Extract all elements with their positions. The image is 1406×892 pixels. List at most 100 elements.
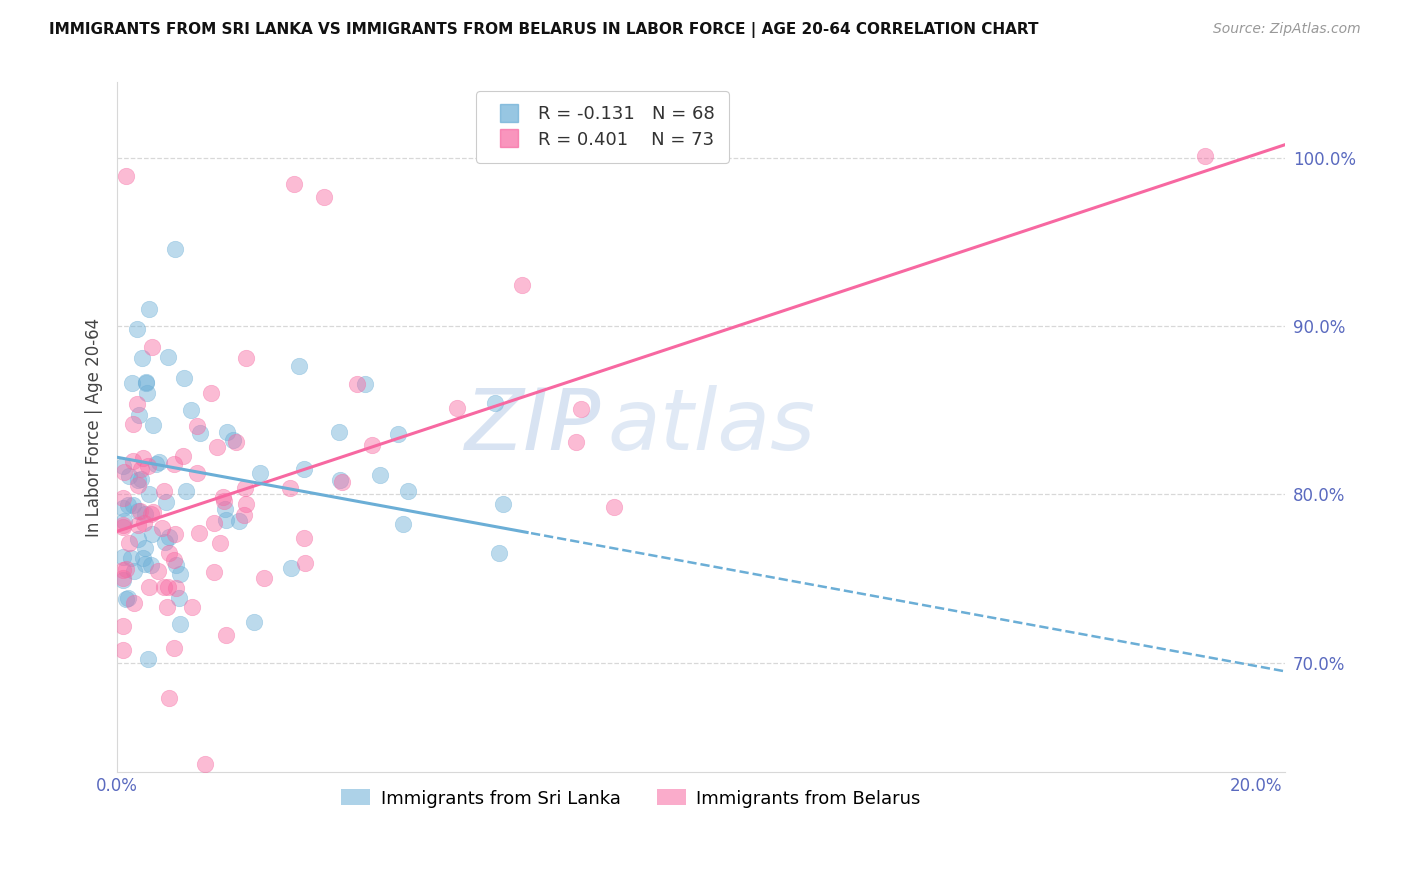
Point xyxy=(200,386,222,401)
Point xyxy=(205,440,228,454)
Point xyxy=(233,481,256,495)
Point xyxy=(162,458,184,472)
Point xyxy=(112,491,135,505)
Point xyxy=(163,640,186,655)
Point xyxy=(111,563,134,577)
Point xyxy=(111,619,134,633)
Point xyxy=(163,526,186,541)
Text: IMMIGRANTS FROM SRI LANKA VS IMMIGRANTS FROM BELARUS IN LABOR FORCE | AGE 20-64 : IMMIGRANTS FROM SRI LANKA VS IMMIGRANTS … xyxy=(49,22,1039,38)
Point xyxy=(125,322,148,336)
Point xyxy=(128,504,150,518)
Point xyxy=(145,457,167,471)
Point xyxy=(152,483,174,498)
Point xyxy=(128,408,150,422)
Point xyxy=(157,690,180,705)
Point xyxy=(396,484,419,499)
Point xyxy=(148,455,170,469)
Point xyxy=(141,340,163,354)
Point xyxy=(392,517,415,532)
Point xyxy=(204,565,226,579)
Point xyxy=(134,558,156,572)
Point xyxy=(163,552,186,566)
Point xyxy=(249,466,271,480)
Point xyxy=(135,376,157,390)
Point xyxy=(156,600,179,615)
Point xyxy=(127,504,149,518)
Point xyxy=(565,435,588,450)
Point xyxy=(134,541,156,556)
Point xyxy=(132,516,155,531)
Point xyxy=(292,462,315,476)
Point xyxy=(288,359,311,373)
Point xyxy=(117,591,139,605)
Legend: Immigrants from Sri Lanka, Immigrants from Belarus: Immigrants from Sri Lanka, Immigrants fr… xyxy=(333,782,928,814)
Point xyxy=(112,520,135,534)
Point xyxy=(127,518,149,533)
Point xyxy=(165,581,187,595)
Point xyxy=(346,377,368,392)
Point xyxy=(150,520,173,534)
Point xyxy=(157,530,180,544)
Point xyxy=(174,484,197,499)
Point xyxy=(127,477,149,491)
Point xyxy=(387,427,409,442)
Point xyxy=(125,397,148,411)
Point xyxy=(156,350,179,364)
Text: Source: ZipAtlas.com: Source: ZipAtlas.com xyxy=(1213,22,1361,37)
Point xyxy=(488,546,510,560)
Point xyxy=(187,525,209,540)
Point xyxy=(135,385,157,400)
Point xyxy=(280,561,302,575)
Point xyxy=(312,189,335,203)
Point xyxy=(136,652,159,666)
Point xyxy=(294,556,316,570)
Point xyxy=(115,169,138,183)
Point xyxy=(141,505,163,519)
Point xyxy=(253,571,276,585)
Point xyxy=(118,468,141,483)
Point xyxy=(141,527,163,541)
Point xyxy=(233,508,256,523)
Point xyxy=(124,564,146,578)
Point xyxy=(120,550,142,565)
Point xyxy=(212,493,235,508)
Point xyxy=(172,449,194,463)
Text: ZIP: ZIP xyxy=(465,385,602,468)
Point xyxy=(215,513,238,527)
Point xyxy=(127,473,149,487)
Point xyxy=(202,516,225,530)
Point xyxy=(361,438,384,452)
Point xyxy=(112,466,135,480)
Point xyxy=(142,418,165,433)
Point xyxy=(111,458,134,473)
Point xyxy=(208,536,231,550)
Point xyxy=(165,242,187,256)
Point xyxy=(157,580,180,594)
Point xyxy=(328,425,350,439)
Point xyxy=(121,376,143,391)
Point xyxy=(115,562,138,576)
Point xyxy=(569,401,592,416)
Point xyxy=(138,301,160,316)
Point xyxy=(186,418,208,433)
Point xyxy=(122,417,145,431)
Point xyxy=(118,536,141,550)
Point xyxy=(136,458,159,473)
Point xyxy=(603,500,626,515)
Point xyxy=(169,566,191,581)
Point xyxy=(132,450,155,465)
Point xyxy=(148,564,170,578)
Point xyxy=(188,426,211,441)
Point xyxy=(117,498,139,512)
Point xyxy=(155,494,177,508)
Point xyxy=(135,376,157,391)
Text: atlas: atlas xyxy=(607,385,815,468)
Point xyxy=(132,551,155,566)
Point xyxy=(111,643,134,657)
Point xyxy=(173,371,195,385)
Point xyxy=(121,498,143,512)
Point xyxy=(492,497,515,511)
Point xyxy=(329,474,352,488)
Point xyxy=(354,376,377,391)
Point xyxy=(122,454,145,468)
